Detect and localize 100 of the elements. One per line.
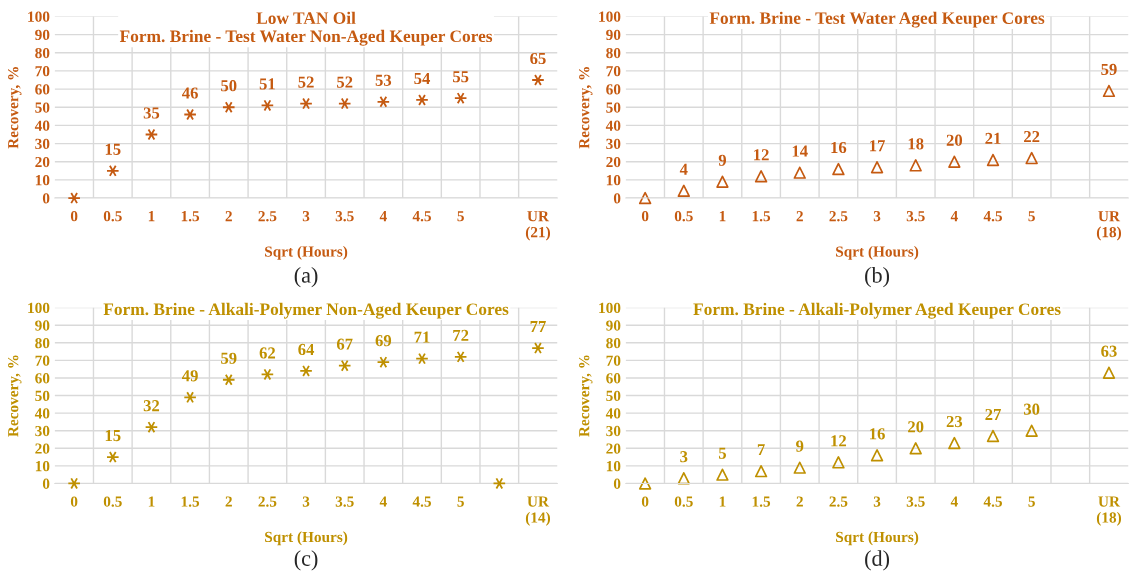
y-tick-label: 20 xyxy=(35,156,50,168)
y-tick-label: 50 xyxy=(606,102,621,113)
x-tick-label: 1 xyxy=(719,496,726,507)
x-tick-label: 0 xyxy=(641,211,649,222)
data-label: 27 xyxy=(985,408,1001,420)
x-tick-label: 4.5 xyxy=(412,496,431,507)
x-tick-label: 4.5 xyxy=(412,211,431,222)
y-tick-label: 40 xyxy=(34,120,50,131)
y-axis-title: Recovery, % xyxy=(8,355,22,437)
y-tick-label: 90 xyxy=(606,320,621,331)
x-tick-label: 1 xyxy=(148,211,155,222)
x-tick-label: 4 xyxy=(950,211,958,222)
y-tick-label: 70 xyxy=(606,66,621,77)
x-tick-label: 2 xyxy=(225,496,232,507)
x-tick-label: 0.5 xyxy=(103,496,122,507)
data-label: 18 xyxy=(908,138,924,150)
x-tick-label: UR (21) xyxy=(525,211,551,241)
y-tick-label: 80 xyxy=(606,47,621,59)
y-tick-label: 20 xyxy=(606,156,621,168)
x-axis-title: Sqrt (Hours) xyxy=(836,245,919,260)
x-tick-label: 4.5 xyxy=(983,496,1002,507)
y-tick-label: 40 xyxy=(605,408,621,419)
data-label: 65 xyxy=(530,52,546,65)
data-label: 14 xyxy=(792,145,808,157)
data-label: 12 xyxy=(831,435,847,447)
text: (a) xyxy=(294,267,318,288)
x-tick-label: 2 xyxy=(796,211,803,222)
y-tick-label: 80 xyxy=(606,337,621,349)
x-tick-label: 4.5 xyxy=(983,211,1002,222)
x-tick-label: 1 xyxy=(148,496,155,507)
data-label: 22 xyxy=(1024,131,1040,143)
data-label: 51 xyxy=(259,78,275,90)
data-label: 15 xyxy=(105,143,121,155)
x-tick-label: 4 xyxy=(950,496,958,507)
data-label: 67 xyxy=(336,338,353,350)
y-tick-label: 0 xyxy=(613,478,621,489)
x-tick-label: 0 xyxy=(70,496,78,507)
y-tick-label: 70 xyxy=(35,355,50,366)
x-tick-label: 3.5 xyxy=(335,211,354,222)
data-label: 21 xyxy=(985,132,1001,144)
y-tick-label: 60 xyxy=(35,373,50,384)
x-tick-label: 3 xyxy=(873,211,881,222)
y-tick-label: 50 xyxy=(35,102,50,113)
data-label: 3 xyxy=(680,451,688,463)
y-tick-label: 30 xyxy=(35,138,50,150)
data-label: 17 xyxy=(870,140,885,152)
x-tick-label: 3 xyxy=(873,496,881,507)
data-label: 4 xyxy=(679,163,688,175)
y-tick-label: 90 xyxy=(35,29,50,41)
y-tick-label: 0 xyxy=(42,478,50,489)
y-tick-label: 90 xyxy=(35,320,50,331)
x-tick-label: 4 xyxy=(379,496,387,507)
x-tick-label: 1.5 xyxy=(181,496,200,507)
data-label: 53 xyxy=(375,74,392,86)
x-tick-label: 5 xyxy=(457,496,464,507)
x-tick-label: 1.5 xyxy=(752,496,771,507)
data-label: 12 xyxy=(754,149,769,161)
y-tick-label: 60 xyxy=(606,84,621,95)
x-tick-label: 3.5 xyxy=(335,496,354,507)
y-tick-label: 100 xyxy=(599,11,621,22)
text: (b) xyxy=(865,267,890,288)
text: (d) xyxy=(865,550,890,571)
data-label: 9 xyxy=(796,440,804,452)
data-label: 77 xyxy=(530,321,546,333)
y-tick-label: 30 xyxy=(606,425,621,437)
data-label: 71 xyxy=(414,331,430,343)
x-tick-label: 0.5 xyxy=(103,211,122,222)
y-tick-label: 10 xyxy=(606,461,621,472)
data-label: 23 xyxy=(946,415,963,428)
y-tick-label: 80 xyxy=(35,47,50,59)
y-tick-label: 50 xyxy=(35,390,50,401)
data-label: 55 xyxy=(453,71,469,83)
x-tick-label: 3 xyxy=(302,211,310,222)
y-tick-label: 100 xyxy=(28,302,50,314)
data-label: 32 xyxy=(143,400,160,412)
x-axis-title: Sqrt (Hours) xyxy=(265,531,348,546)
y-tick-label: 60 xyxy=(35,84,50,95)
x-tick-label: 1.5 xyxy=(752,211,771,222)
x-tick-label: 3.5 xyxy=(906,211,925,222)
data-label: 35 xyxy=(143,107,160,119)
y-tick-label: 40 xyxy=(34,408,50,419)
y-tick-label: 20 xyxy=(35,443,50,454)
y-tick-label: 100 xyxy=(28,11,50,22)
x-tick-label: 2 xyxy=(796,496,803,507)
x-tick-label: 2.5 xyxy=(258,211,277,222)
x-tick-label: 4 xyxy=(379,211,387,222)
chart-title: Form. Brine - Alkali-Polymer Non-Aged Keuper Cores xyxy=(103,302,509,319)
data-label: 16 xyxy=(870,428,885,440)
x-tick-label: UR (14) xyxy=(525,496,551,526)
data-label: 16 xyxy=(831,141,847,154)
data-label: 52 xyxy=(298,76,314,88)
data-label: 46 xyxy=(181,87,198,99)
data-label: 52 xyxy=(337,76,353,88)
data-label: 63 xyxy=(1101,345,1117,357)
data-label: 49 xyxy=(181,370,198,382)
x-tick-label: 1 xyxy=(719,211,726,222)
y-axis-title: Recovery, % xyxy=(8,67,22,149)
y-tick-label: 80 xyxy=(35,337,50,349)
chart-title: Low TAN Oil Form. Brine - Test Water Non-Aged Keuper Cores xyxy=(119,11,493,46)
y-tick-label: 90 xyxy=(606,29,621,41)
